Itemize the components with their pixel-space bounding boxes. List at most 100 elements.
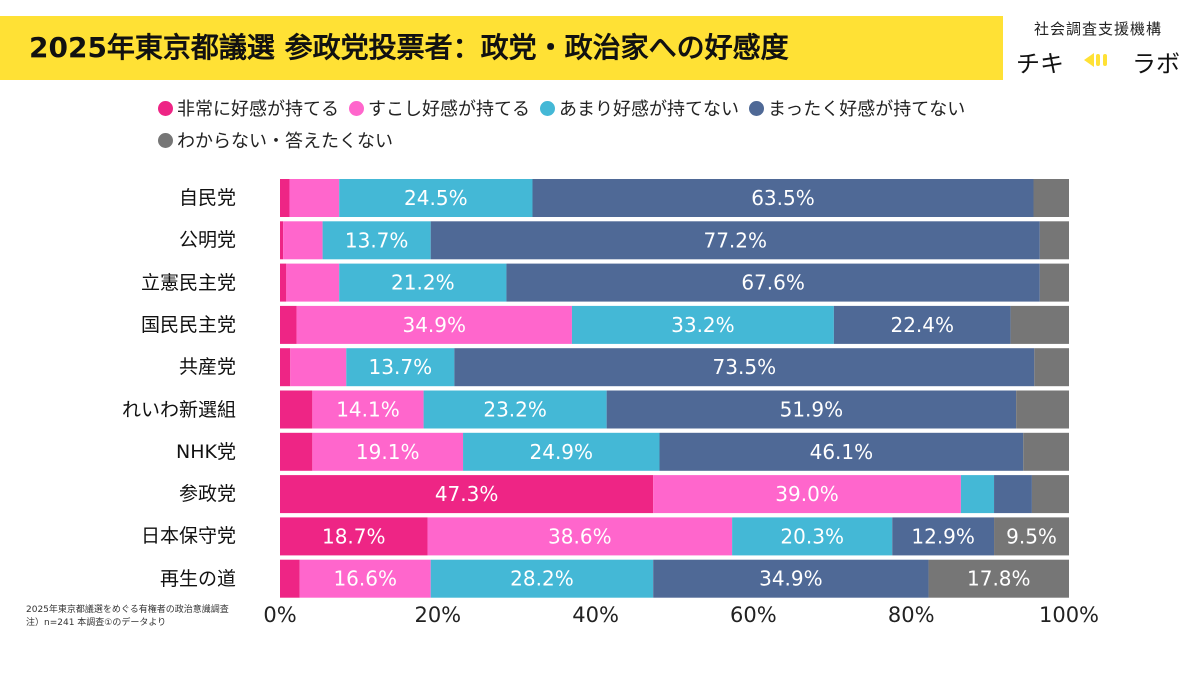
y-tick-label: 国民民主党 [140, 313, 236, 336]
bar-segment [280, 305, 297, 344]
bar-segment [280, 517, 428, 556]
bar-segment [283, 221, 323, 260]
chart-title: 2025年東京都議選 参政党投票者：政党・政治家への好感度 [29, 31, 789, 64]
x-tick-label: 0% [263, 603, 297, 627]
legend-swatch [540, 100, 555, 116]
megaphone-icon [1084, 53, 1107, 67]
bar-segment [1039, 221, 1069, 260]
brand-org: 社会調査支援機構 [1033, 20, 1162, 38]
x-tick-label: 100% [1038, 603, 1100, 627]
bar-segment [994, 517, 1069, 556]
bar-segment [892, 517, 995, 556]
data-label: 39.0% [775, 482, 839, 506]
bar-segment [280, 559, 300, 598]
data-label: 73.5% [713, 355, 777, 379]
legend-item: すこし好感が持てる [349, 95, 530, 121]
data-label: 14.1% [336, 398, 400, 422]
bar-segment [296, 305, 572, 344]
bar-segment [423, 390, 607, 429]
data-label: 24.9% [530, 440, 594, 464]
bar-segment [606, 390, 1017, 429]
bar-segment [1039, 263, 1069, 302]
legend-swatch [158, 132, 173, 148]
legend-item: 非常に好感が持てる [158, 95, 339, 121]
y-tick-label: 再生の道 [159, 567, 236, 590]
bar-segment [833, 305, 1011, 344]
x-tick-label: 40% [572, 603, 619, 627]
data-label: 18.7% [322, 524, 386, 548]
footnote-line: 注）n=241 本調査①のデータより [26, 618, 167, 628]
x-tick-label: 80% [887, 603, 935, 627]
bar-segment [280, 221, 284, 260]
bar-segment [290, 348, 347, 387]
bar-segment [960, 475, 995, 514]
data-label: 38.6% [548, 524, 612, 548]
data-label: 24.5% [404, 186, 468, 210]
bar-segment [928, 559, 1069, 598]
legend-label: あまり好感が持てない [559, 99, 739, 120]
bar-segment [312, 390, 424, 429]
legend-label: 非常に好感が持てる [177, 99, 339, 120]
bar-segment [430, 559, 654, 598]
bar-segment [732, 517, 893, 556]
legend-label: まったく好感が持てない [768, 99, 966, 120]
y-tick-label: 立憲民主党 [140, 271, 236, 294]
brand-name: チキ ラボ [1010, 44, 1186, 78]
bar-segment [322, 221, 431, 260]
brand-name-left: チキ [1016, 50, 1064, 78]
bar-segment [280, 348, 291, 387]
footnote: 2025年東京都議選をめぐる有権者の政治意識調査 注）n=241 本調査①のデー… [26, 604, 229, 630]
bar-segment [427, 517, 733, 556]
y-tick-label: 公明党 [178, 229, 236, 252]
data-label: 20.3% [780, 524, 844, 548]
data-label: 22.4% [890, 313, 954, 337]
legend-item: まったく好感が持てない [749, 95, 965, 121]
bar-segment [286, 263, 340, 302]
bar-segment [339, 263, 507, 302]
data-label: 12.9% [911, 524, 975, 548]
data-label: 21.2% [391, 271, 455, 295]
legend-label: すこし好感が持てる [368, 99, 530, 120]
bar-segment [1016, 390, 1069, 429]
brand-logo: 社会調査支援機構 チキ ラボ [1010, 14, 1186, 80]
bar-segment [653, 475, 961, 514]
title-band [0, 16, 1003, 80]
y-tick-label: 自民党 [178, 187, 236, 209]
data-label: 77.2% [703, 228, 767, 252]
bar-segment [312, 432, 464, 471]
bar-segment [339, 179, 533, 217]
data-label: 23.2% [483, 398, 547, 422]
bar-segment [1033, 179, 1069, 217]
y-tick-label: れいわ新選組 [121, 398, 236, 421]
data-label: 19.1% [356, 440, 420, 464]
bar-segment [1023, 432, 1069, 471]
data-label: 33.2% [671, 313, 735, 337]
bar-segment [994, 475, 1032, 514]
bar-segment [280, 263, 287, 302]
bar-segment [430, 221, 1040, 260]
legend-row-1: 非常に好感が持てる すこし好感が持てる あまり好感が持てない まったく好感が持て… [158, 92, 1118, 124]
data-label: 67.6% [741, 271, 805, 295]
bar-segment [463, 432, 660, 471]
legend-label: わからない・答えたくない [177, 131, 393, 152]
bar-segment [280, 475, 654, 514]
bar-segment [532, 179, 1034, 217]
brand-name-right: ラボ [1132, 50, 1180, 78]
bar-segment [1010, 305, 1069, 344]
data-label: 47.3% [435, 482, 499, 506]
data-label: 16.6% [333, 567, 397, 591]
data-label: 34.9% [759, 567, 823, 591]
data-label: 13.7% [369, 355, 433, 379]
bar-segment [1034, 348, 1069, 387]
data-label: 46.1% [810, 440, 874, 464]
bar-segment [280, 179, 290, 217]
data-label: 28.2% [510, 567, 574, 591]
bar-segment [454, 348, 1035, 387]
y-tick-label: 参政党 [178, 483, 236, 506]
x-tick-label: 60% [730, 603, 777, 627]
data-label: 9.5% [1006, 524, 1057, 548]
legend-swatch [158, 100, 173, 116]
bar-segment [506, 263, 1040, 302]
y-tick-label: 共産党 [178, 356, 236, 379]
bar-segment [571, 305, 834, 344]
